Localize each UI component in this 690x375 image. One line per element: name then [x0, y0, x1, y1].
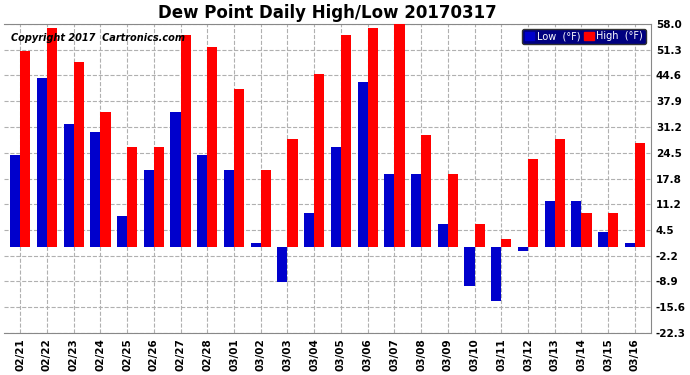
Legend: Low  (°F), High  (°F): Low (°F), High (°F) — [522, 28, 646, 44]
Bar — [571, 201, 582, 247]
Bar — [411, 174, 421, 247]
Bar — [555, 139, 565, 247]
Bar — [395, 24, 404, 247]
Bar — [74, 62, 83, 247]
Bar — [207, 47, 217, 247]
Bar — [448, 174, 458, 247]
Bar — [635, 143, 645, 247]
Bar — [234, 89, 244, 247]
Bar — [528, 159, 538, 247]
Bar — [127, 147, 137, 247]
Bar — [63, 124, 74, 247]
Text: Copyright 2017  Cartronics.com: Copyright 2017 Cartronics.com — [10, 33, 185, 43]
Bar — [197, 155, 207, 247]
Bar — [261, 170, 271, 247]
Bar — [475, 224, 485, 247]
Bar — [624, 243, 635, 247]
Bar — [502, 240, 511, 247]
Bar — [608, 213, 618, 247]
Bar — [10, 155, 20, 247]
Bar — [331, 147, 341, 247]
Bar — [304, 213, 314, 247]
Bar — [37, 78, 47, 247]
Bar — [368, 28, 378, 247]
Bar — [181, 35, 190, 247]
Bar — [437, 224, 448, 247]
Bar — [224, 170, 234, 247]
Bar — [170, 112, 181, 247]
Bar — [117, 216, 127, 247]
Bar — [357, 81, 368, 247]
Bar — [47, 28, 57, 247]
Bar — [90, 132, 100, 247]
Bar — [288, 139, 297, 247]
Title: Dew Point Daily High/Low 20170317: Dew Point Daily High/Low 20170317 — [158, 4, 497, 22]
Bar — [518, 247, 528, 251]
Bar — [491, 247, 502, 301]
Bar — [544, 201, 555, 247]
Bar — [341, 35, 351, 247]
Bar — [384, 174, 395, 247]
Bar — [464, 247, 475, 286]
Bar — [154, 147, 164, 247]
Bar — [277, 247, 288, 282]
Bar — [314, 74, 324, 247]
Bar — [598, 232, 608, 247]
Bar — [100, 112, 110, 247]
Bar — [421, 135, 431, 247]
Bar — [250, 243, 261, 247]
Bar — [20, 51, 30, 247]
Bar — [582, 213, 591, 247]
Bar — [144, 170, 154, 247]
